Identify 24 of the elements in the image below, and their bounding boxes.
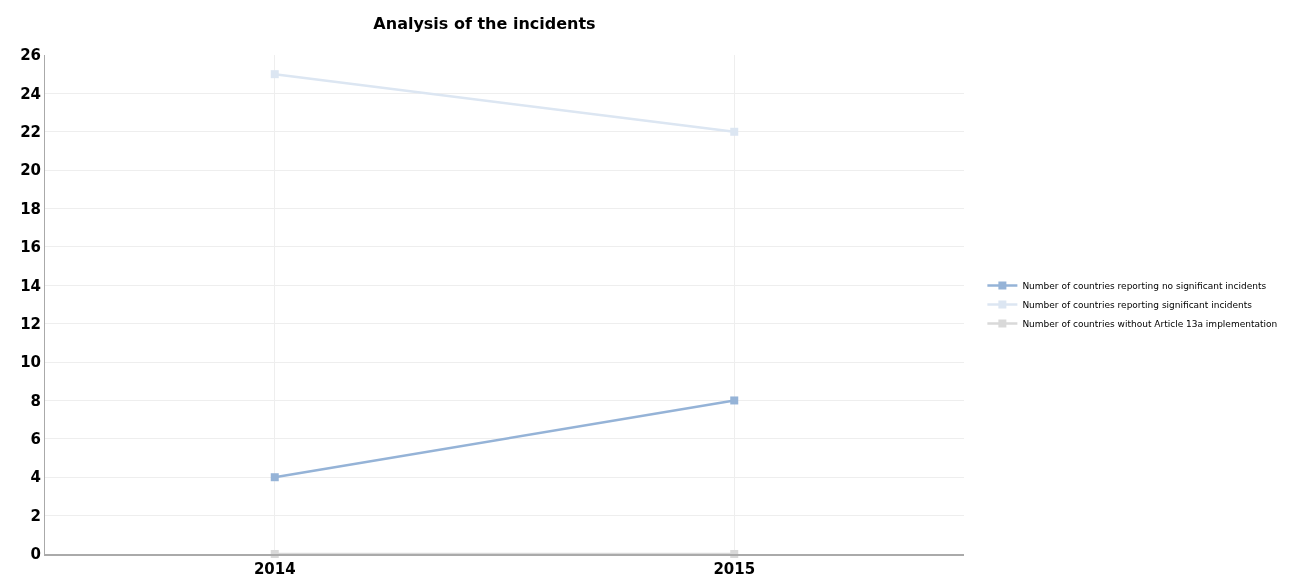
chart-title: Analysis of the incidents <box>373 13 596 33</box>
y-tick-label: 20 <box>20 161 41 180</box>
y-tick-label: 24 <box>20 84 41 103</box>
point <box>730 127 739 136</box>
point <box>270 473 279 482</box>
y-tick-label: 10 <box>20 353 41 372</box>
legend-label: Number of countries reporting significant incidents <box>1022 300 1253 311</box>
y-tick-label: 26 <box>20 46 41 65</box>
y-tick-label: 2 <box>30 506 41 525</box>
y-tick-label: 0 <box>30 545 41 564</box>
x-tick-label: 2015 <box>713 560 756 578</box>
point <box>270 70 279 79</box>
legend-label: Number of countries reporting no significant incidents <box>1022 281 1267 292</box>
y-tick-label: 12 <box>20 314 41 333</box>
y-tick-label: 4 <box>30 468 41 487</box>
y-tick-label: 22 <box>20 123 41 142</box>
legend-label: Number of countries without Article 13a implementation <box>1022 319 1278 330</box>
y-tick-label: 6 <box>30 430 41 449</box>
y-tick-label: 8 <box>30 391 41 410</box>
y-tick-label: 14 <box>20 276 41 295</box>
y-tick-label: 18 <box>20 199 41 218</box>
y-tick-label: 16 <box>20 238 41 257</box>
point <box>730 396 739 405</box>
x-tick-label: 2014 <box>253 560 296 578</box>
